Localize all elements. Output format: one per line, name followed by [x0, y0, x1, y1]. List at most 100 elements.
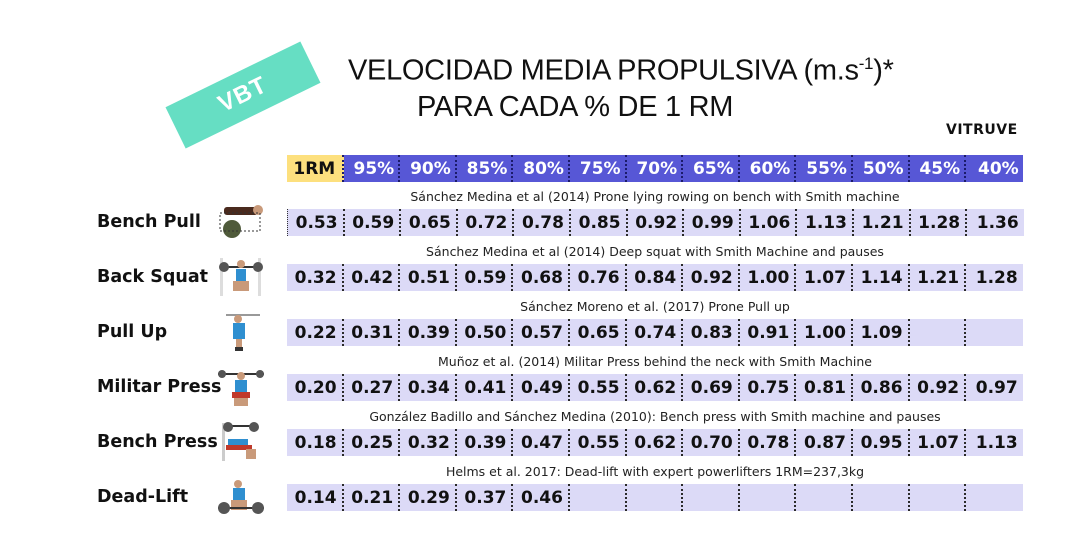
table-row: 0.53 0.59 0.65 0.72 0.78 0.85 0.92 0.99 1.06 1.13… — [287, 209, 1024, 236]
velocity-value — [796, 484, 853, 511]
exercise-name: Dead-Lift — [97, 487, 189, 507]
velocity-value: 0.99 — [684, 209, 741, 236]
velocity-value: 0.65 — [570, 319, 627, 346]
header-1rm: 1RM — [287, 155, 344, 182]
velocity-value: 0.81 — [796, 374, 853, 401]
velocity-value: 0.78 — [514, 209, 571, 236]
study-citation: Sánchez Moreno et al. (2017) Prone Pull … — [520, 299, 790, 314]
exercise-name: Pull Up — [97, 322, 168, 342]
velocity-value: 0.59 — [345, 209, 402, 236]
velocity-value: 0.95 — [853, 429, 910, 456]
velocity-value — [627, 484, 684, 511]
velocity-value: 1.00 — [796, 319, 853, 346]
velocity-value: 1.00 — [740, 264, 797, 291]
velocity-value: 1.13 — [975, 432, 1018, 453]
percent-header-row: 1RM 95% 90% 85% 80% 75% 70% 65% 60% 55% 50% 45% 40% — [287, 155, 1023, 182]
velocity-value: 0.65 — [401, 209, 458, 236]
velocity-value: 0.92 — [683, 264, 740, 291]
page-title-line1: VELOCIDAD MEDIA PROPULSIVA (m.s-1)* — [348, 54, 894, 88]
header-percent: 90% — [400, 155, 457, 182]
velocity-value: 1.06 — [741, 209, 798, 236]
table-row: 0.20 0.27 0.34 0.41 0.49 0.55 0.62 0.69 0.75 0.81… — [287, 374, 1023, 401]
velocity-value: 0.32 — [287, 264, 344, 291]
velocity-value — [966, 319, 1023, 346]
velocity-value — [910, 319, 967, 346]
velocity-value: 0.97 — [975, 377, 1018, 398]
velocity-value: 1.14 — [853, 264, 910, 291]
velocity-value: 1.13 — [797, 209, 854, 236]
velocity-value — [740, 484, 797, 511]
velocity-value: 0.86 — [853, 374, 910, 401]
velocity-value: 0.47 — [513, 429, 570, 456]
velocity-value: 0.87 — [796, 429, 853, 456]
velocity-value: 1.28 — [975, 267, 1018, 288]
bench-press-icon — [216, 419, 266, 463]
dead-lift-icon — [216, 474, 266, 518]
header-percent: 80% — [513, 155, 570, 182]
velocity-value: 0.85 — [571, 209, 628, 236]
study-citation: Sánchez Medina et al (2014) Deep squat w… — [426, 244, 884, 259]
velocity-value: 1.21 — [910, 264, 967, 291]
velocity-value: 0.70 — [683, 429, 740, 456]
exercise-name: Bench Press — [97, 432, 218, 452]
velocity-value: 0.27 — [344, 374, 401, 401]
velocity-value: 0.72 — [458, 209, 515, 236]
velocity-value: 1.09 — [853, 319, 910, 346]
velocity-value: 0.42 — [344, 264, 401, 291]
velocity-value: 1.07 — [796, 264, 853, 291]
page-title-line2: PARA CADA % DE 1 RM — [417, 91, 734, 123]
velocity-value: 0.92 — [628, 209, 685, 236]
velocity-value: 1.21 — [854, 209, 911, 236]
velocity-value: 0.62 — [627, 374, 684, 401]
header-percent: 50% — [852, 155, 910, 182]
header-percent: 75% — [569, 155, 627, 182]
velocity-value: 0.31 — [344, 319, 401, 346]
vbt-badge: VBT — [165, 41, 321, 149]
velocity-value: 0.57 — [513, 319, 570, 346]
velocity-value — [966, 484, 1023, 511]
header-percent: 60% — [739, 155, 797, 182]
table-row: 0.14 0.21 0.29 0.37 0.46 — [287, 484, 1023, 511]
velocity-value: 0.14 — [287, 484, 344, 511]
velocity-value: 0.84 — [627, 264, 684, 291]
vbt-badge-label: VBT — [213, 71, 272, 118]
velocity-value: 0.51 — [400, 264, 457, 291]
militar-press-icon — [216, 364, 266, 408]
table-row: 0.32 0.42 0.51 0.59 0.68 0.76 0.84 0.92 1.00 1.07… — [287, 264, 1023, 291]
velocity-value: 0.32 — [400, 429, 457, 456]
velocity-value — [910, 484, 967, 511]
back-squat-icon — [216, 254, 266, 298]
study-citation: Sánchez Medina et al (2014) Prone lying … — [410, 189, 900, 204]
velocity-value: 0.76 — [570, 264, 627, 291]
velocity-value: 0.20 — [287, 374, 344, 401]
velocity-value: 0.55 — [570, 374, 627, 401]
header-percent: 40% — [966, 155, 1023, 182]
exercise-name: Bench Pull — [97, 212, 201, 232]
velocity-value: 0.69 — [683, 374, 740, 401]
exercise-name: Militar Press — [97, 377, 222, 397]
exercise-name: Back Squat — [97, 267, 209, 287]
bench-pull-icon — [216, 199, 266, 243]
header-percent: 95% — [343, 155, 401, 182]
velocity-value: 0.55 — [570, 429, 627, 456]
velocity-value: 0.49 — [513, 374, 570, 401]
velocity-value: 0.74 — [627, 319, 684, 346]
table-row: 0.18 0.25 0.32 0.39 0.47 0.55 0.62 0.70 0.78 0.87… — [287, 429, 1023, 456]
header-percent: 45% — [909, 155, 967, 182]
header-percent: 65% — [683, 155, 740, 182]
velocity-value: 0.39 — [400, 319, 457, 346]
velocity-value: 0.78 — [740, 429, 797, 456]
velocity-value: 1.28 — [911, 209, 968, 236]
velocity-value: 1.07 — [910, 429, 967, 456]
velocity-value: 0.18 — [287, 429, 344, 456]
brand-logo: VITRUVE — [946, 122, 1018, 138]
velocity-value: 0.21 — [344, 484, 401, 511]
velocity-value: 0.68 — [513, 264, 570, 291]
study-citation: Muñoz et al. (2014) Militar Press behind… — [438, 354, 872, 369]
velocity-value: 0.25 — [344, 429, 401, 456]
velocity-value: 0.59 — [457, 264, 514, 291]
velocity-value: 0.92 — [910, 374, 967, 401]
velocity-value: 0.39 — [457, 429, 514, 456]
velocity-value: 0.34 — [400, 374, 457, 401]
velocity-value: 0.83 — [683, 319, 740, 346]
